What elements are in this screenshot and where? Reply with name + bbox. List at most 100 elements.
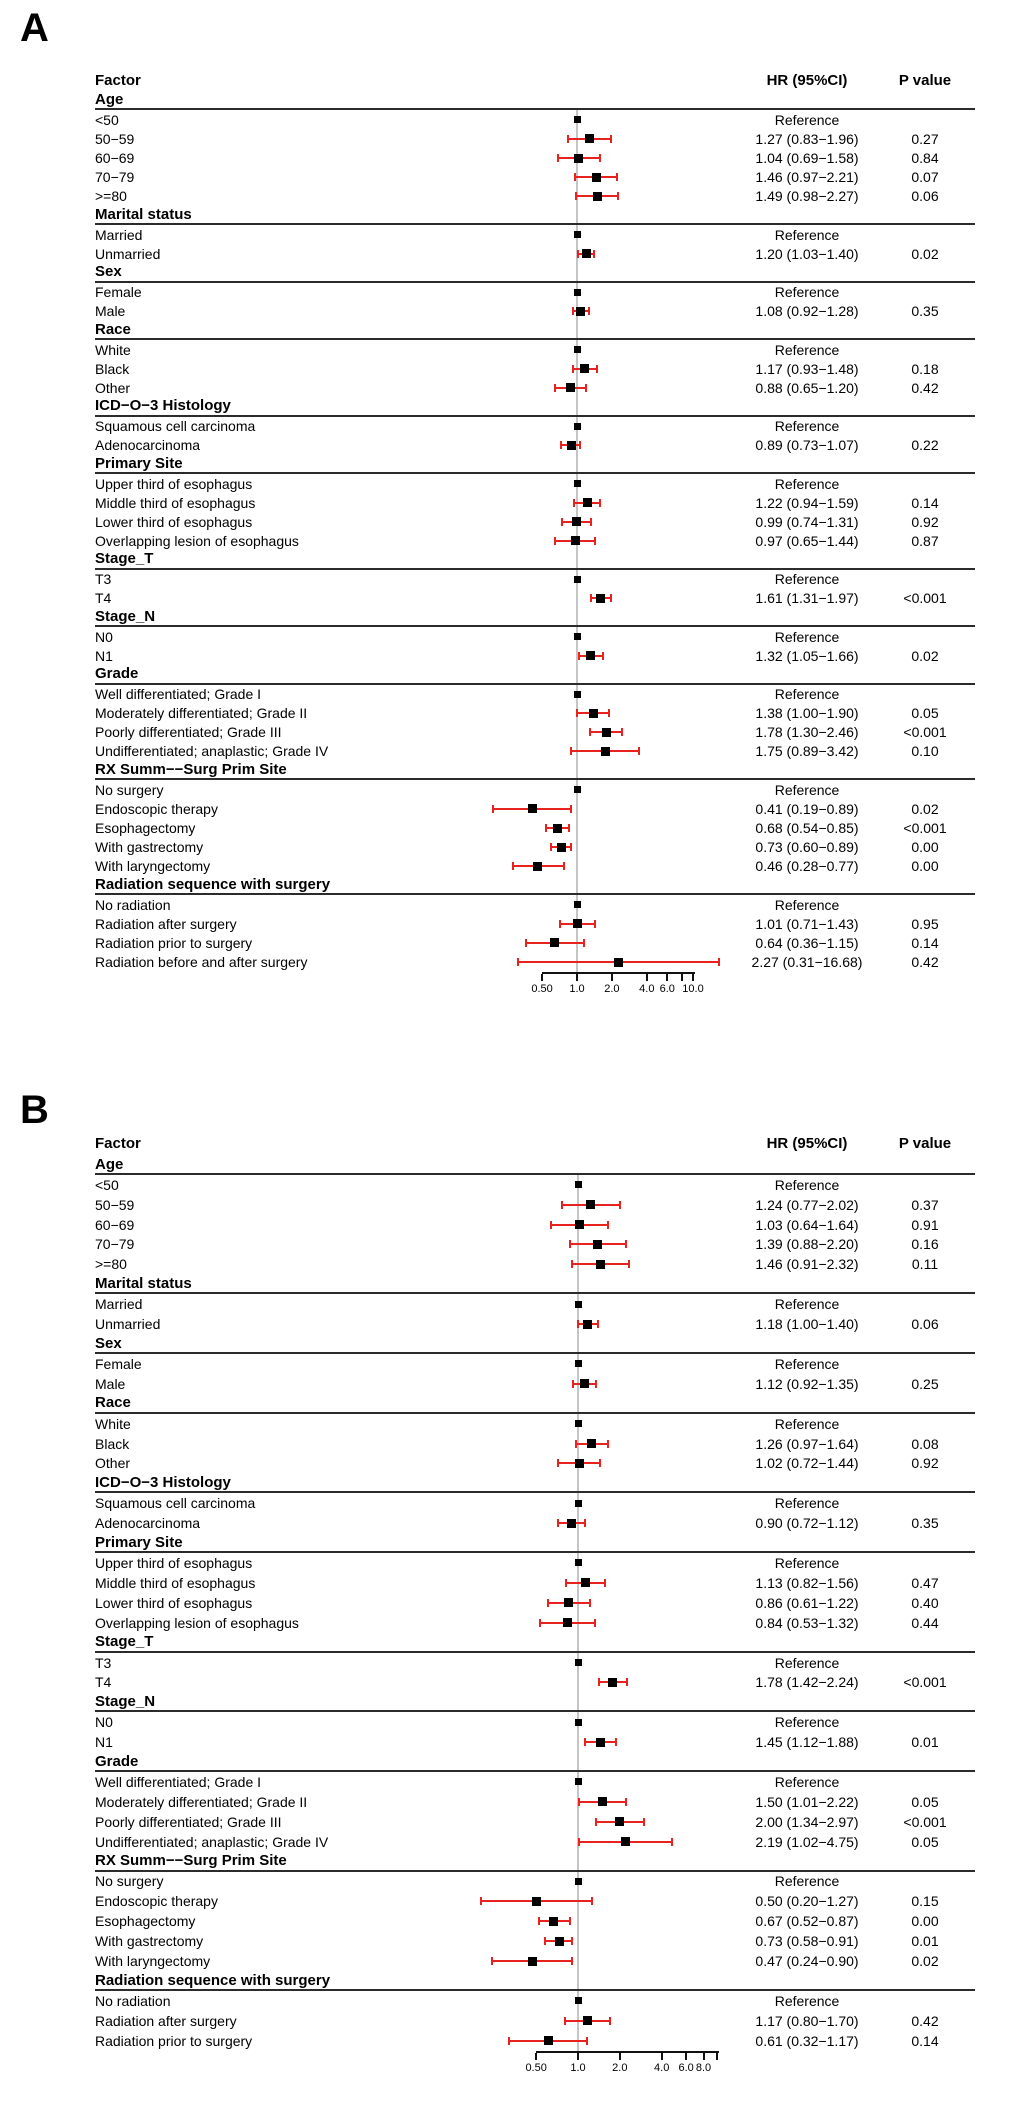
row-label: Esophagectomy [95,820,196,837]
reference-marker [574,1499,582,1507]
row-label: Well differentiated; Grade I [95,1773,262,1790]
hr-value: 0.89 (0.73−1.07) [755,437,859,454]
hr-value: 1.45 (1.12−1.88) [755,1734,859,1751]
hr-reference-text: Reference [774,1554,840,1571]
ci-cap-right [624,1240,627,1249]
group-header-label: ICD−O−3 Histology [95,397,231,415]
reference-marker [573,901,581,909]
reference-marker [574,1877,582,1885]
hr-value: 1.32 (1.05−1.66) [755,647,859,664]
ci-cap-right [599,498,602,507]
column-header-factor: Factor [95,72,141,89]
row-label: Moderately differentiated; Grade II [95,1793,308,1810]
group-header-row: Sex [95,263,975,283]
ci-cap-right [594,919,597,928]
group-header-label: Radiation sequence with surgery [95,1971,331,1989]
ci-cap-right [570,804,573,813]
group-header-row: Sex [95,1334,975,1354]
ci-cap-right [671,1837,674,1846]
hr-value: 0.47 (0.24−0.90) [755,1953,859,1970]
ci-cap-right [606,1439,609,1448]
p-value: 0.02 [911,800,939,817]
hr-reference-text: Reference [774,1873,840,1890]
hr-value: 1.17 (0.80−1.70) [755,2012,859,2029]
forest-row: 60−69 1.03 (0.64−1.64) 0.91 [95,1215,975,1235]
row-label: Overlapping lesion of esophagus [95,532,299,549]
ci-cap-left [561,1200,564,1209]
group-header-label: Primary Site [95,1533,183,1551]
forest-row: Female Reference [95,283,975,302]
ci-cap-right [610,594,613,603]
forest-row: Radiation after surgery 1.17 (0.80−1.70) 0… [95,2011,975,2031]
axis-tick-label: 10.0 [682,983,704,996]
hr-marker [596,593,606,603]
forest-row: 60−69 1.04 (0.69−1.58) 0.84 [95,149,975,168]
forest-row: Black 1.26 (0.97−1.64) 0.08 [95,1434,975,1454]
row-label: Lower third of esophagus [95,1594,253,1611]
ci-cap-left [589,728,592,737]
forest-row: <50 Reference [95,110,975,129]
row-label: 70−79 [95,1236,135,1253]
ci-cap-right [608,709,611,718]
row-label: White [95,341,131,358]
hr-value: 0.90 (0.72−1.12) [755,1515,859,1532]
ci-cap-left [492,804,495,813]
ci-cap-left [557,154,560,163]
forest-row: Upper third of esophagus Reference [95,1553,975,1573]
hr-value: 1.18 (1.00−1.40) [755,1316,859,1333]
row-label: Unmarried [95,245,161,262]
p-value: <0.001 [903,590,947,607]
p-value: 0.05 [911,705,939,722]
group-header-row: Race [95,321,975,340]
hr-value: 2.00 (1.34−2.97) [755,1813,859,1830]
hr-value: 1.04 (0.69−1.58) [755,150,859,167]
ci-cap-right [615,1738,618,1747]
column-header-row: Factor HR (95%CI) P value [95,72,975,91]
forest-row: 50−59 1.24 (0.77−2.02) 0.37 [95,1195,975,1215]
hr-marker [533,861,543,871]
row-label: Moderately differentiated; Grade II [95,705,308,722]
p-value: 0.01 [911,1734,939,1751]
row-label: With gastrectomy [95,1933,204,1950]
axis-tick [680,974,683,982]
row-label: No radiation [95,1992,171,2009]
hr-reference-text: Reference [774,1355,840,1372]
row-label: Radiation prior to surgery [95,2032,253,2049]
hr-marker [553,823,563,833]
p-value: 0.06 [911,188,939,205]
p-value: 0.15 [911,1893,939,1910]
forest-row: Poorly differentiated; Grade III 1.78 (1.… [95,723,975,742]
hr-value: 0.73 (0.58−0.91) [755,1933,859,1950]
hr-value: 1.20 (1.03−1.40) [755,245,859,262]
hr-marker [570,536,580,546]
group-header-label: Stage_N [95,607,156,625]
group-header-label: Marital status [95,205,192,223]
ci-cap-right [595,1379,598,1388]
p-value: 0.16 [911,1236,939,1253]
hr-marker [615,1817,625,1827]
p-value: 0.95 [911,915,939,932]
p-value: 0.37 [911,1196,939,1213]
p-value: 0.02 [911,245,939,262]
p-value: 0.40 [911,1594,939,1611]
ci-cap-right [594,536,597,545]
forest-row: Moderately differentiated; Grade II 1.38 … [95,704,975,723]
forest-row: >=80 1.46 (0.91−2.32) 0.11 [95,1254,975,1274]
hr-marker [592,191,602,201]
forest-row: N1 1.45 (1.12−1.88) 0.01 [95,1732,975,1752]
group-header-row: Stage_T [95,550,975,570]
forest-row: Lower third of esophagus 0.86 (0.61−1.22)… [95,1593,975,1613]
panel-label-a: A [20,6,49,50]
group-header-row: Radiation sequence with surgery [95,876,975,896]
forest-row: Unmarried 1.18 (1.00−1.40) 0.06 [95,1314,975,1334]
row-label: 50−59 [95,1196,135,1213]
ci-cap-left [598,1678,601,1687]
forest-row: Adenocarcinoma 0.89 (0.73−1.07) 0.22 [95,436,975,455]
hr-marker [573,919,582,929]
forest-row: Esophagectomy 0.67 (0.52−0.87) 0.00 [95,1911,975,1931]
row-label: With gastrectomy [95,839,204,856]
group-header-row: Grade [95,1752,975,1772]
axis-tick-label: 1.0 [569,983,585,996]
row-label: No radiation [95,896,171,913]
